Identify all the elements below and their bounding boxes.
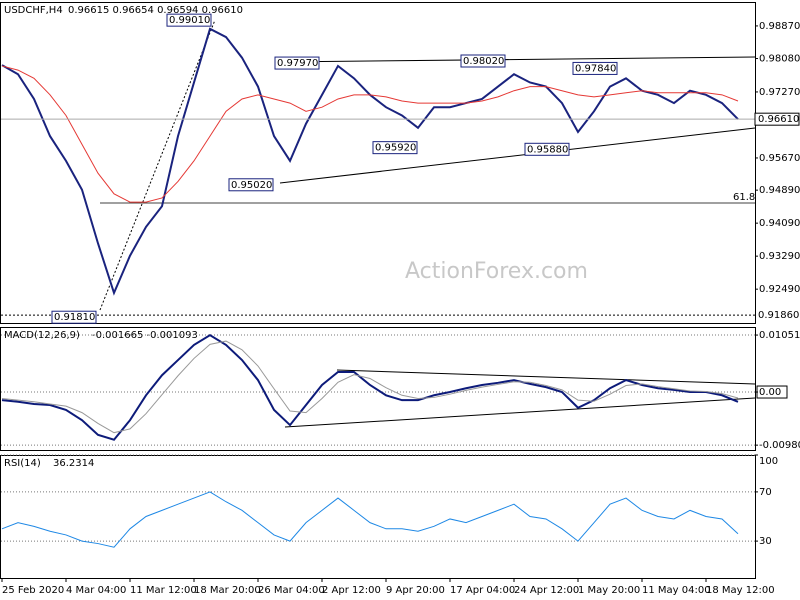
annotation-box <box>460 54 506 68</box>
y-tick-label: 0.98080 <box>759 54 800 65</box>
y-tick-label: 100 <box>759 456 778 467</box>
annotation-label: 0.97840 <box>575 63 616 74</box>
series-line <box>1 65 739 203</box>
annotation-label: 0.95920 <box>375 143 416 154</box>
macd-support <box>284 397 756 428</box>
annotation-label: 0.91810 <box>54 312 95 323</box>
fib-label: 61.8 <box>733 192 755 203</box>
annotation-label: 0.97970 <box>277 58 318 69</box>
annotation-label: 0.99010 <box>169 15 210 26</box>
resistance-line <box>274 56 756 63</box>
price-ohlc: 0.96615 0.96654 0.96594 0.96610 <box>68 5 243 16</box>
y-tick-label: 0.010513 <box>759 330 800 341</box>
x-tick-label: 25 Feb 2020 <box>2 585 64 596</box>
y-tick-label: 0.98870 <box>759 21 800 32</box>
x-tick-label: 18 Mar 20:00 <box>194 585 261 596</box>
rsi-panel <box>0 455 756 579</box>
x-tick-label: 1 May 20:00 <box>578 585 640 596</box>
x-tick-label: 17 Apr 04:00 <box>450 585 515 596</box>
macd-panel <box>0 327 756 451</box>
annotation-box <box>51 310 97 324</box>
macd-title: MACD(12,26,9) <box>4 330 80 341</box>
annotation-box <box>524 142 570 156</box>
annotation-box <box>372 141 418 155</box>
annotation-label: 0.98020 <box>463 56 504 67</box>
annotation-box <box>228 178 274 192</box>
x-tick-label: 24 Apr 12:00 <box>514 585 579 596</box>
x-tick-label: 11 Mar 12:00 <box>130 585 197 596</box>
y-tick-label: -0.009804 <box>759 440 800 451</box>
x-tick-label: 2 Apr 12:00 <box>322 585 381 596</box>
x-tick-label: 18 May 12:00 <box>706 585 775 596</box>
series-line <box>1 333 739 441</box>
price-title: USDCHF,H4 <box>4 5 63 16</box>
series-line <box>1 340 739 434</box>
low-level-label: 0.91860 <box>758 310 799 321</box>
support-line <box>279 127 756 184</box>
price-panel <box>0 2 756 324</box>
y-tick-label: 0.93290 <box>759 251 800 262</box>
x-tick-label: 11 May 04:00 <box>642 585 711 596</box>
current-price-label: 0.96610 <box>758 114 799 125</box>
y-tick-label: 0.97270 <box>759 87 800 98</box>
y-tick-label: 0.94890 <box>759 185 800 196</box>
macd-resistance <box>336 369 756 385</box>
series-line <box>1 491 739 548</box>
current-price-box <box>754 112 800 126</box>
annotation-label: 0.95880 <box>527 144 568 155</box>
macd-values: -0.001665 -0.001093 <box>92 330 198 341</box>
annotation-box <box>274 56 320 70</box>
rsi-value: 36.2314 <box>53 458 94 469</box>
watermark: ActionForex.com <box>405 259 588 284</box>
y-tick-label: 0.94090 <box>759 218 800 229</box>
annotation-box <box>572 61 618 75</box>
y-tick-label: 70 <box>759 487 772 498</box>
x-tick-label: 9 Apr 20:00 <box>386 585 445 596</box>
y-tick-label: 30 <box>759 536 772 547</box>
annotation-box <box>166 13 212 27</box>
rsi-title: RSI(14) <box>4 458 41 469</box>
y-tick-label: 0.92490 <box>759 284 800 295</box>
annotation-label: 0.95020 <box>231 180 272 191</box>
x-tick-label: 26 Mar 04:00 <box>258 585 325 596</box>
y-tick-label: 0.00 <box>759 387 781 398</box>
y-tick-label: 0.95670 <box>759 153 800 164</box>
x-tick-label: 4 Mar 04:00 <box>66 585 126 596</box>
zero-box <box>756 385 788 399</box>
